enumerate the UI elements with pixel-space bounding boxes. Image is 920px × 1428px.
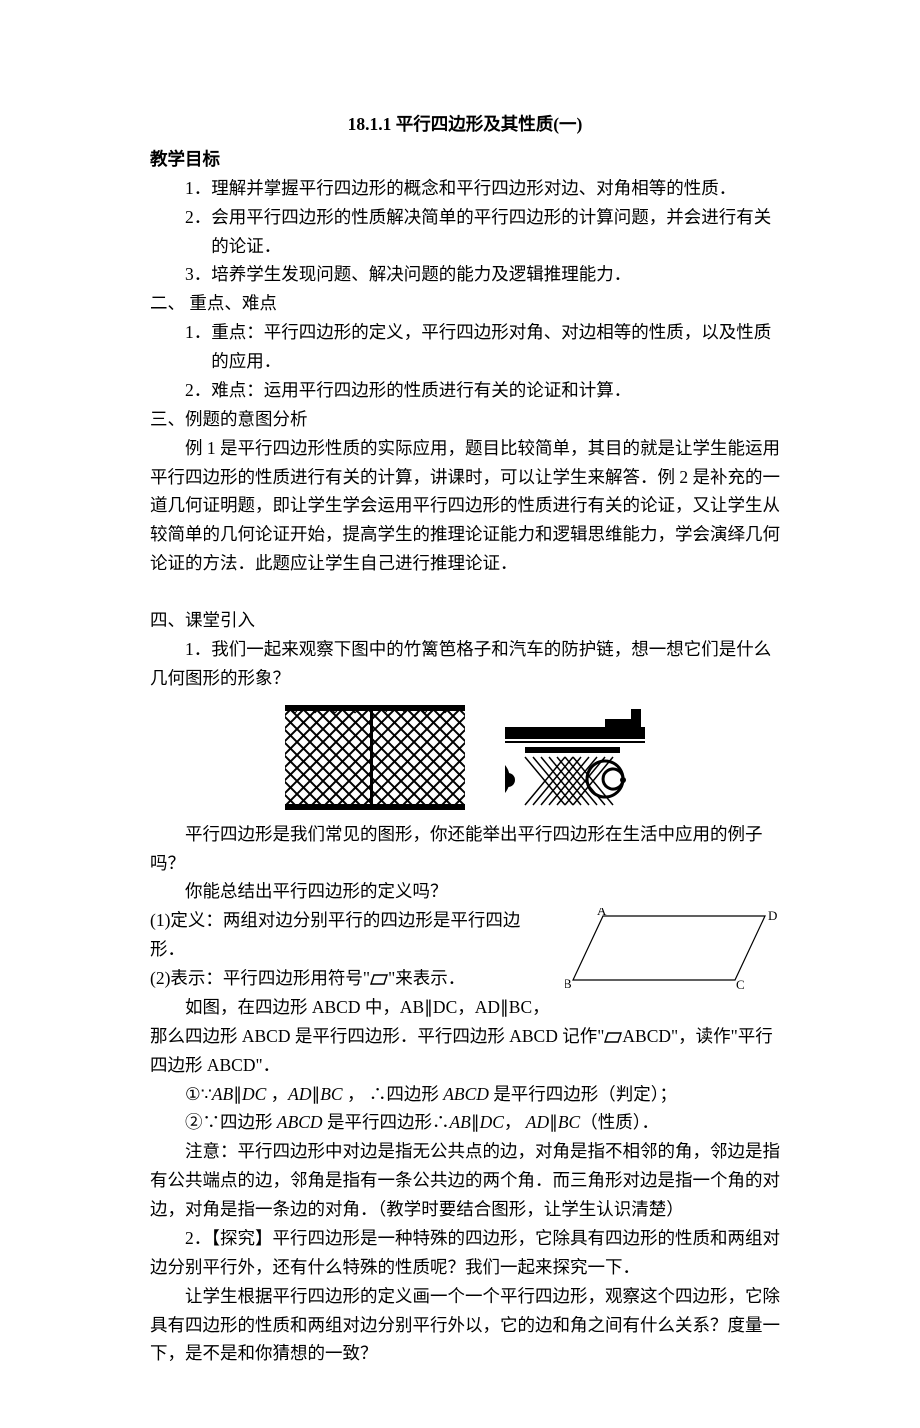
document-page: 18.1.1 平行四边形及其性质(一) 教学目标 1．理解并掌握平行四边形的概念… <box>0 0 920 1428</box>
sec4-p4: 如图，在四边形 ABCD 中，AB∥DC，AD∥BC，那么四边形 ABCD 是平… <box>150 993 780 1080</box>
section-3-body: 例 1 是平行四边形性质的实际应用，题目比较简单，其目的就是让学生能运用平行四边… <box>150 434 780 578</box>
section-3-heading: 三、例题的意图分析 <box>150 405 780 434</box>
sec4-p6: 让学生根据平行四边形的定义画一个一个平行四边形，观察这个四边形，它除具有四边形的… <box>150 1282 780 1369</box>
logic-line-2: ②∵四边形 ABCD 是平行四边形∴AB∥DC， AD∥BC（性质）． <box>150 1108 780 1137</box>
focus-item-1: 1．重点：平行四边形的定义，平行四边形对角、对边相等的性质，以及性质的应用． <box>150 318 780 376</box>
note-paragraph: 注意：平行四边形中对边是指无公共点的边，对角是指不相邻的角，邻边是指有公共端点的… <box>150 1137 780 1224</box>
vertex-label-D: D <box>768 908 777 923</box>
def2-text-a: (2)表示：平行四边形用符号" <box>150 968 370 988</box>
parallelogram-symbol-icon <box>604 1032 622 1043</box>
vertex-label-A: A <box>597 908 607 918</box>
sec4-p1: 1．我们一起来观察下图中的竹篱笆格子和汽车的防护链，想一想它们是什么几何图形的形… <box>150 635 780 693</box>
section-4-heading: 四、课堂引入 <box>150 606 780 635</box>
goal-item-3: 3．培养学生发现问题、解决问题的能力及逻辑推理能力． <box>150 260 780 289</box>
p4-text-a: 如图，在四边形 ABCD 中，AB∥DC，AD∥BC，那么四边形 ABCD 是平… <box>150 997 604 1046</box>
logic-line-1: ①∵AB∥DC ，AD∥BC ， ∴四边形 ABCD 是平行四边形（判定）； <box>150 1080 780 1109</box>
page-title: 18.1.1 平行四边形及其性质(一) <box>150 110 780 139</box>
section-1-heading: 教学目标 <box>150 145 780 174</box>
image-row <box>150 705 780 810</box>
motorcycle-chain-image <box>505 705 645 810</box>
def2-text-b: "来表示． <box>388 968 465 988</box>
goal-item-1: 1．理解并掌握平行四边形的概念和平行四边形对边、对角相等的性质． <box>150 174 780 203</box>
parallelogram-diagram: A D B C <box>565 908 780 993</box>
sec4-p2: 平行四边形是我们常见的图形，你还能举出平行四边形在生活中应用的例子吗？ <box>150 820 780 878</box>
focus-item-2: 2．难点：运用平行四边形的性质进行有关的论证和计算． <box>150 376 780 405</box>
parallelogram-symbol-icon <box>370 974 388 985</box>
vertex-label-C: C <box>736 977 745 992</box>
sec4-p3: 你能总结出平行四边形的定义吗？ <box>150 877 780 906</box>
goal-item-2: 2．会用平行四边形的性质解决简单的平行四边形的计算问题，并会进行有关的论证． <box>150 203 780 261</box>
section-2-heading: 二、 重点、难点 <box>150 289 780 318</box>
sec4-p5: 2．【探究】平行四边形是一种特殊的四边形，它除具有四边形的性质和两组对边分别平行… <box>150 1224 780 1282</box>
vertex-label-B: B <box>565 976 572 991</box>
bamboo-lattice-image <box>285 705 465 810</box>
